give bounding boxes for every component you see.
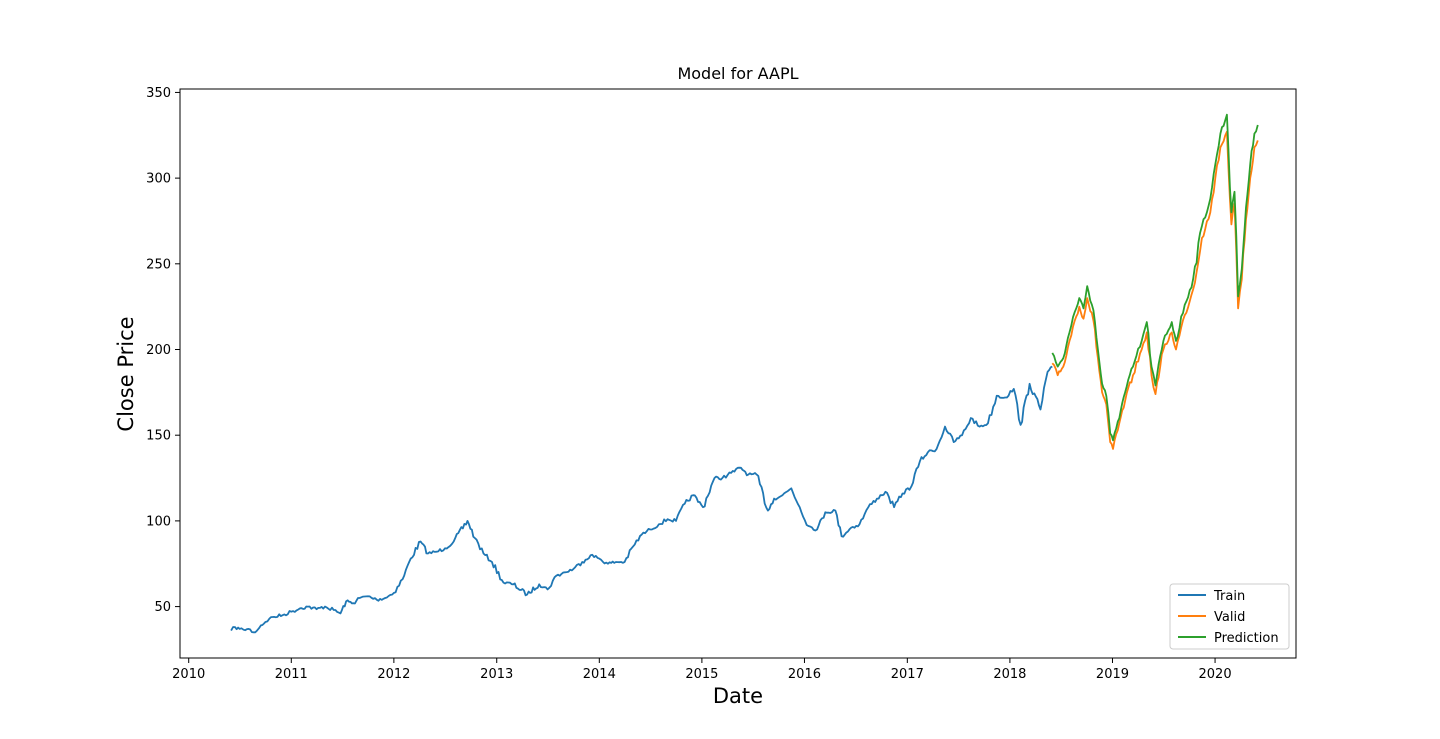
- y-tick-label: 150: [146, 429, 171, 444]
- y-tick-label: 50: [154, 600, 171, 615]
- x-tick-label: 2012: [377, 667, 410, 682]
- x-tick-label: 2019: [1096, 667, 1129, 682]
- x-tick-label: 2010: [172, 667, 205, 682]
- y-tick-label: 100: [146, 514, 171, 529]
- x-axis: 2010 2011 2012 2013 2014 2015 2016 2017 2018 2019…: [172, 658, 1232, 682]
- legend-box: [1169, 583, 1290, 650]
- y-tick-label: 350: [146, 86, 171, 101]
- x-tick-label: 2014: [583, 667, 616, 682]
- chart-title: Model for AAPL: [677, 64, 798, 83]
- series-line-train: [230, 365, 1053, 634]
- y-tick-label: 200: [146, 343, 171, 358]
- series-line-valid: [1051, 130, 1259, 450]
- x-tick-label: 2015: [685, 667, 718, 682]
- x-tick-label: 2017: [891, 667, 924, 682]
- x-tick-label: 2013: [480, 667, 513, 682]
- plot-frame: [179, 88, 1297, 659]
- y-axis-label: Close Price: [114, 316, 138, 431]
- series-line-prediction: [1051, 113, 1259, 442]
- y-tick-label: 300: [146, 172, 171, 187]
- y-axis: 50 100 150 200 250 300 350: [146, 86, 180, 615]
- plot-area: [230, 113, 1259, 634]
- x-tick-label: 2011: [275, 667, 308, 682]
- legend-label-valid: Valid: [1214, 610, 1245, 625]
- legend-label-train: Train: [1213, 589, 1245, 604]
- x-tick-label: 2018: [993, 667, 1026, 682]
- x-tick-label: 2020: [1199, 667, 1232, 682]
- x-tick-label: 2016: [788, 667, 821, 682]
- legend: Train Valid Prediction: [1169, 583, 1290, 650]
- y-tick-label: 250: [146, 257, 171, 272]
- legend-label-prediction: Prediction: [1214, 631, 1279, 646]
- x-axis-label: Date: [713, 684, 763, 708]
